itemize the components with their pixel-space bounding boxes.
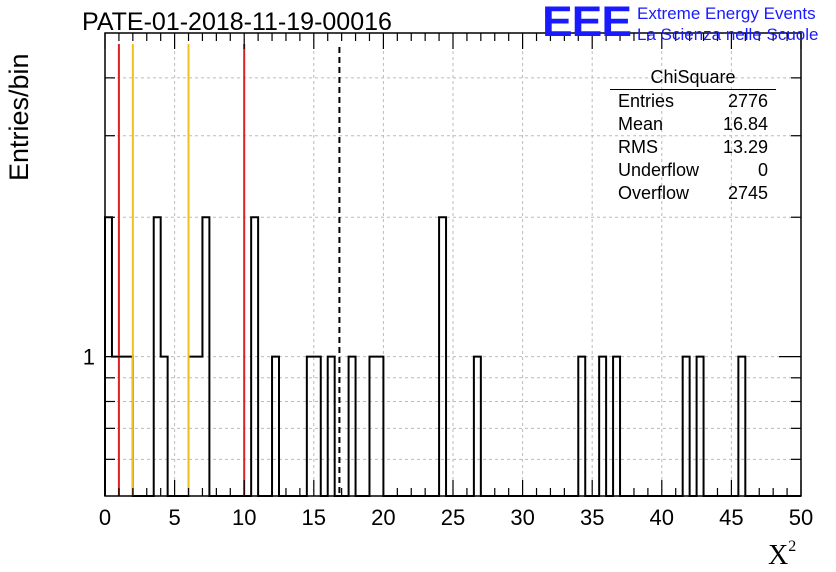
x-axis-label: X2 (768, 538, 797, 572)
x-tick-label: 15 (302, 505, 326, 530)
stats-row: Entries 2776 (610, 90, 776, 113)
x-tick-label: 50 (789, 505, 813, 530)
x-tick-label: 35 (580, 505, 604, 530)
logo-line-2: La Scienza nelle Scuole (637, 25, 819, 44)
stats-row: RMS 13.29 (610, 136, 776, 159)
stats-row: Mean 16.84 (610, 113, 776, 136)
x-tick-label: 45 (719, 505, 743, 530)
stats-value: 13.29 (722, 137, 768, 157)
stats-label: Mean (618, 114, 664, 134)
stats-value: 2776 (727, 91, 768, 111)
stats-value: 2745 (727, 183, 768, 203)
x-tick-label: 25 (441, 505, 465, 530)
x-tick-label: 40 (650, 505, 674, 530)
y-axis-label: Entries/bin (4, 53, 34, 181)
y-tick-label: 1 (83, 345, 95, 370)
stats-label: Entries (618, 91, 675, 111)
x-tick-label: 20 (371, 505, 395, 530)
logo-line-1: Extreme Energy Events (637, 4, 816, 23)
stats-value: 0 (757, 160, 768, 180)
stats-title: ChiSquare (610, 66, 776, 90)
stats-box: ChiSquare Entries 2776 Mean 16.84 RMS 13.29 Un… (610, 66, 776, 205)
stats-value: 16.84 (722, 114, 768, 134)
x-tick-label: 30 (510, 505, 534, 530)
x-axis-label-base: X (768, 540, 789, 571)
x-axis-label-sup: 2 (788, 538, 797, 555)
stats-row: Underflow 0 (610, 159, 776, 182)
stats-label: RMS (618, 137, 658, 157)
x-tick-label: 10 (232, 505, 256, 530)
stats-rows: Entries 2776 Mean 16.84 RMS 13.29 Underflow 0 Ov… (610, 90, 776, 205)
chart-title: PATE-01-2018-11-19-00016 (82, 8, 392, 36)
x-tick-label: 0 (99, 505, 111, 530)
eee-logo: EEE (542, 0, 632, 46)
stats-label: Underflow (618, 160, 700, 180)
x-tick-label: 5 (168, 505, 180, 530)
stats-label: Overflow (618, 183, 690, 203)
stats-row: Overflow 2745 (610, 182, 776, 205)
